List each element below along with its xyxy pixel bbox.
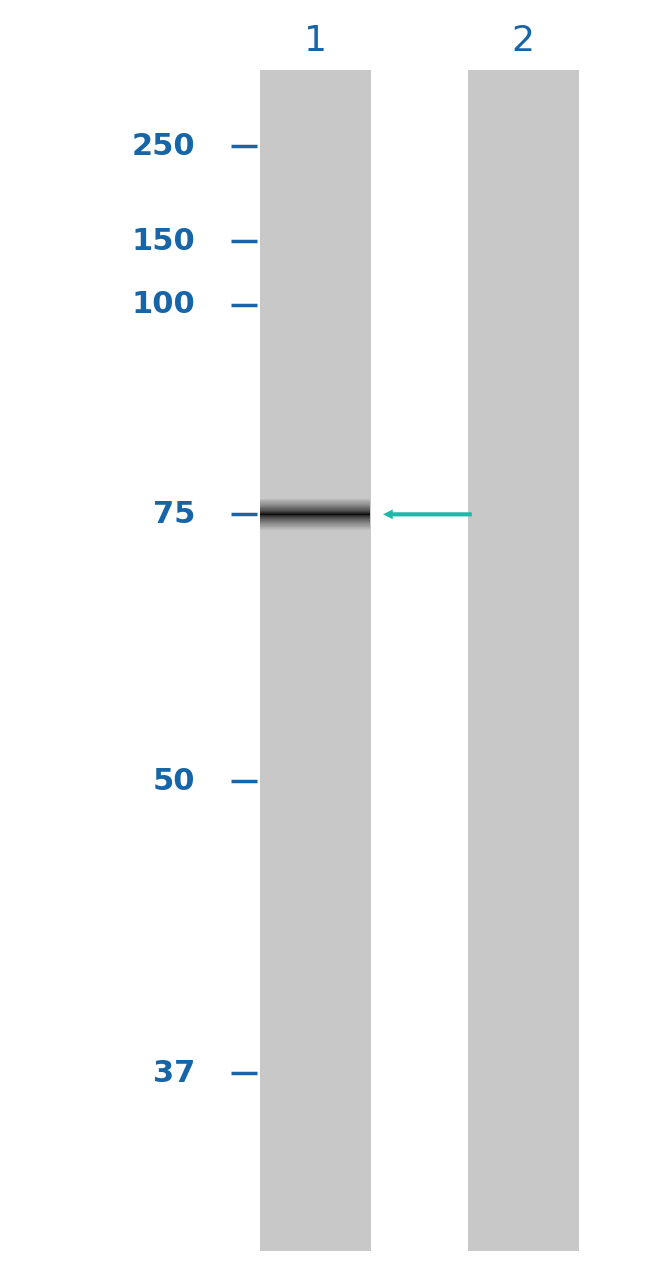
Text: 100: 100 xyxy=(131,291,195,319)
Text: 37: 37 xyxy=(153,1059,195,1087)
Text: 250: 250 xyxy=(131,132,195,160)
Bar xyxy=(468,70,578,1251)
Text: 50: 50 xyxy=(153,767,195,795)
Text: 75: 75 xyxy=(153,500,195,528)
Text: 1: 1 xyxy=(304,24,327,57)
Text: 2: 2 xyxy=(512,24,535,57)
Text: 150: 150 xyxy=(131,227,195,255)
Bar xyxy=(260,70,370,1251)
